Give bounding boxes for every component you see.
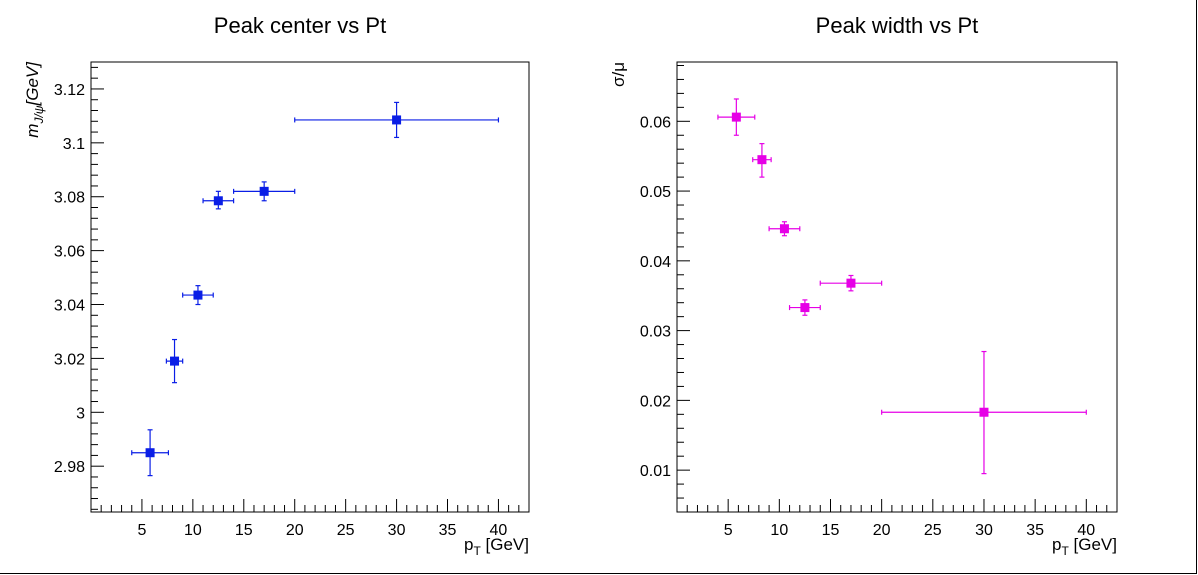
marker-square <box>731 112 741 122</box>
data-point <box>182 285 214 306</box>
x-axis-label-unit: [GeV] <box>481 535 529 554</box>
y-tick-label: 3.02 <box>54 351 85 368</box>
data-point <box>768 221 801 237</box>
data-point <box>233 181 296 202</box>
x-tick-label: 25 <box>924 522 942 539</box>
marker-square <box>846 278 856 288</box>
x-axis-label: pT [GeV] <box>464 535 529 558</box>
data-point <box>788 299 821 316</box>
x-axis-label: pT [GeV] <box>1052 535 1117 558</box>
marker-square <box>800 303 810 313</box>
chart-title: Peak width vs Pt <box>816 13 979 38</box>
plot-frame <box>90 61 530 513</box>
y-axis-label-main: σ/μ <box>609 62 628 87</box>
marker-square <box>259 186 269 196</box>
chart-title: Peak center vs Pt <box>214 13 386 38</box>
data-point <box>717 98 756 136</box>
x-tick-label: 35 <box>1026 522 1044 539</box>
y-tick-label: 3.08 <box>54 190 85 207</box>
data-point <box>294 101 500 139</box>
plot-frame <box>676 61 1118 513</box>
marker-square <box>170 356 180 366</box>
x-axis-label-sub: T <box>1061 544 1069 558</box>
x-axis-label-main: p <box>464 535 473 554</box>
x-tick-label: 5 <box>724 522 733 539</box>
x-tick-label: 35 <box>439 522 457 539</box>
y-tick-label: 0.06 <box>640 114 671 131</box>
x-tick-label: 30 <box>388 522 406 539</box>
x-tick-label: 25 <box>337 522 355 539</box>
x-tick-label: 20 <box>286 522 304 539</box>
x-axis-label-main: p <box>1052 535 1061 554</box>
x-tick-label: 40 <box>490 522 508 539</box>
y-tick-label: 0.01 <box>640 463 671 480</box>
marker-square <box>779 224 789 234</box>
marker-square <box>757 155 767 165</box>
x-tick-label: 10 <box>770 522 788 539</box>
y-tick-label: 0.05 <box>640 184 671 201</box>
chart-panel-2: Peak width vs Pt 5 10 15 20 25 30 35 40 0.01 0.02 0… <box>609 13 1118 558</box>
y-tick-label: 3.06 <box>54 244 85 261</box>
y-tick-label: 0.03 <box>640 324 671 341</box>
data-point <box>202 190 235 210</box>
marker-square <box>193 290 203 300</box>
data-point <box>819 274 883 292</box>
y-tick-label: 3.04 <box>54 298 85 315</box>
y-axis-label-main: m <box>23 124 42 138</box>
x-tick-label: 15 <box>822 522 840 539</box>
x-tick-label: 20 <box>873 522 891 539</box>
y-tick-label: 0.04 <box>640 254 671 271</box>
data-point <box>165 338 184 384</box>
data-point <box>881 350 1087 475</box>
marker-square <box>145 448 155 458</box>
x-axis-label-unit: [GeV] <box>1069 535 1117 554</box>
x-tick-label: 5 <box>137 522 146 539</box>
y-tick-label: 3 <box>76 405 85 422</box>
y-axis-label-unit: [GeV] <box>23 61 42 107</box>
marker-square <box>979 407 989 417</box>
data-point <box>131 429 170 477</box>
x-tick-label: 15 <box>235 522 253 539</box>
y-axis-label-sub: J/ψ <box>32 105 46 124</box>
y-tick-label: 3.12 <box>54 82 85 99</box>
data-point <box>752 143 772 178</box>
y-tick-label: 3.1 <box>63 136 85 153</box>
marker-square <box>392 115 402 125</box>
x-axis-label-sub: T <box>473 544 481 558</box>
chart-panel-1: Peak center vs Pt 5 10 15 20 25 30 35 40 2.98 3 3.0… <box>23 13 530 558</box>
y-axis-label: mJ/ψ[GeV] <box>23 61 46 138</box>
x-tick-label: 30 <box>975 522 993 539</box>
x-tick-label: 10 <box>184 522 202 539</box>
marker-square <box>213 196 223 206</box>
y-tick-label: 0.02 <box>640 393 671 410</box>
x-tick-label: 40 <box>1077 522 1095 539</box>
y-axis-label: σ/μ <box>609 62 628 87</box>
y-tick-label: 2.98 <box>54 459 85 476</box>
